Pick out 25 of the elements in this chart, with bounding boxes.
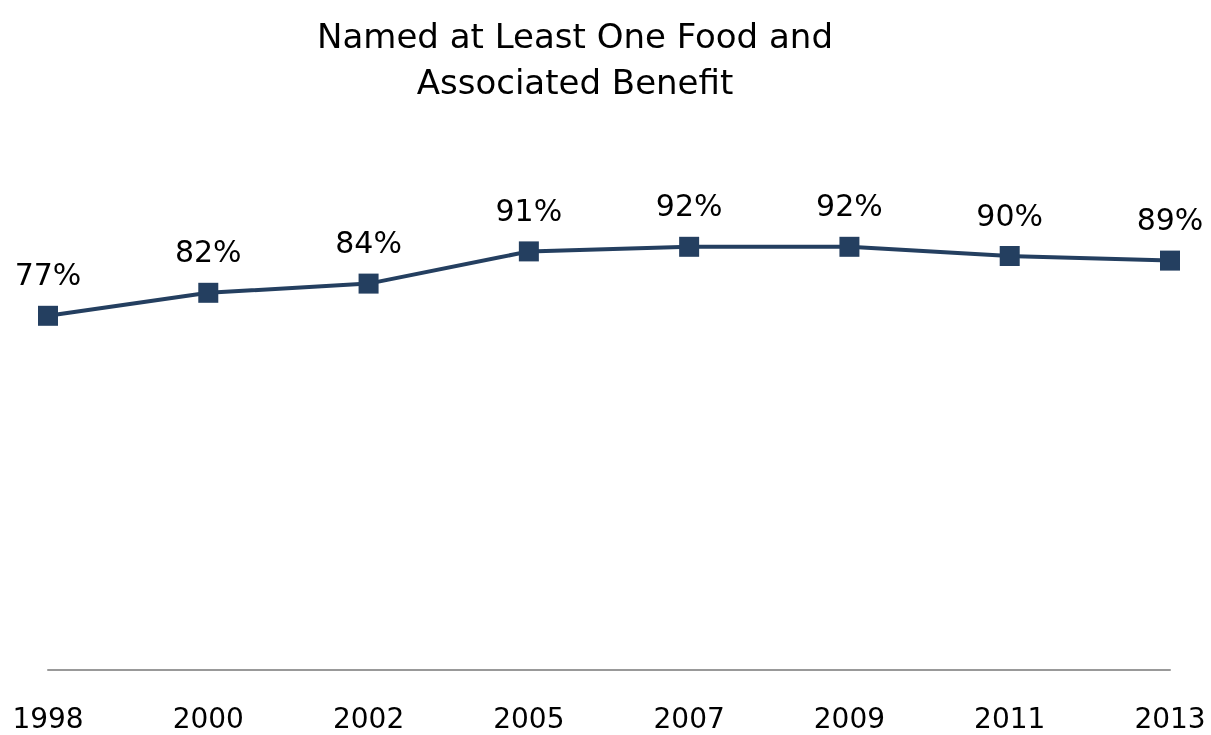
point <box>679 236 700 257</box>
point <box>358 273 379 294</box>
x-tick-label: 2009 <box>813 701 886 735</box>
data-label: 92% <box>655 188 723 224</box>
data-label: 92% <box>816 188 883 224</box>
data-label: 90% <box>976 197 1044 233</box>
x-tick-label: 2002 <box>332 701 405 735</box>
point <box>198 282 219 303</box>
data-label: 91% <box>495 192 563 228</box>
data-label: 82% <box>174 234 242 270</box>
chart-title: Named at Least One Food and Associated Benefit <box>317 16 833 102</box>
point <box>1160 250 1180 271</box>
x-tick-label: 1998 <box>12 701 84 735</box>
data-label: 84% <box>335 225 402 261</box>
point <box>839 236 860 257</box>
x-tick-label: 2005 <box>493 701 565 735</box>
x-tick-label: 2000 <box>172 701 244 735</box>
point <box>518 241 539 262</box>
point <box>38 305 58 326</box>
point <box>999 246 1020 266</box>
data-label: 77% <box>14 257 82 293</box>
data-label: 89% <box>1136 202 1204 238</box>
x-tick-label: 2007 <box>653 701 725 735</box>
x-tick-label: 2011 <box>974 701 1046 735</box>
x-tick-label: 2013 <box>1134 701 1206 735</box>
